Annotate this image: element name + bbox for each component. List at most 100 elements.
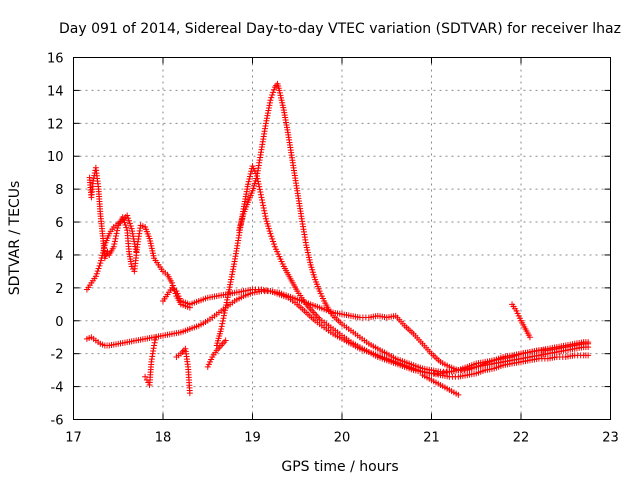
data-point: [151, 342, 158, 349]
data-point: [92, 273, 99, 280]
series-track-9: [142, 334, 159, 388]
data-point: [270, 86, 277, 93]
data-point: [222, 337, 229, 344]
data-point: [270, 89, 277, 96]
data-point: [261, 207, 268, 214]
data-point: [114, 227, 121, 234]
data-point: [220, 312, 227, 319]
y-axis-label: SDTVAR / TECUs: [7, 181, 23, 296]
x-tick-label: 21: [423, 431, 440, 446]
data-point: [104, 248, 111, 255]
y-tick-label: 12: [47, 117, 64, 132]
data-point: [100, 247, 107, 254]
data-point: [99, 252, 106, 259]
data-point: [152, 336, 159, 343]
data-point: [142, 373, 149, 380]
data-point: [585, 339, 592, 346]
data-point: [99, 249, 106, 256]
data-point: [267, 230, 274, 237]
data-point: [262, 213, 269, 220]
data-point: [255, 180, 262, 187]
data-point: [218, 326, 225, 332]
data-point: [261, 210, 268, 217]
x-tick-label: 18: [155, 431, 172, 446]
y-tick-label: 16: [47, 52, 64, 67]
y-tick-label: 2: [55, 282, 63, 297]
y-tick-label: 14: [47, 84, 64, 99]
data-point: [267, 97, 274, 104]
data-point: [220, 315, 227, 322]
data-point: [94, 268, 101, 275]
data-point: [93, 270, 100, 277]
data-point: [221, 309, 228, 316]
axis-ticks: 17 18 19 20 21 22 23 -6 -4 -2 0 2 4 6 8 10 12 14 16: [47, 52, 619, 446]
data-point: [260, 205, 267, 212]
data-point: [259, 197, 266, 204]
data-point: [256, 183, 263, 190]
series-track-7: [419, 372, 462, 398]
data-point: [122, 222, 129, 229]
series-track-6: [236, 80, 592, 375]
grid: [73, 57, 611, 420]
data-point: [186, 390, 193, 397]
x-tick-label: 17: [65, 431, 82, 446]
data-point: [127, 222, 134, 229]
data-point: [260, 202, 267, 209]
data-point: [133, 248, 140, 255]
data-point: [259, 199, 266, 206]
x-tick-label: 23: [602, 431, 619, 446]
data-point: [124, 212, 131, 219]
data-point: [270, 238, 277, 245]
x-tick-label: 22: [513, 431, 530, 446]
data-series: [83, 80, 592, 398]
series-track-5: [213, 163, 592, 377]
data-point: [268, 94, 275, 101]
data-point: [98, 255, 105, 262]
plot-frame: [73, 57, 611, 420]
data-point: [526, 334, 533, 341]
chart-title: Day 091 of 2014, Sidereal Day-to-day VTE…: [59, 21, 621, 37]
data-point: [245, 178, 252, 185]
data-point: [125, 217, 132, 224]
data-point: [152, 334, 159, 341]
y-tick-label: 0: [55, 315, 63, 330]
data-point: [257, 189, 264, 196]
data-point: [112, 235, 119, 242]
y-tick-label: 4: [55, 249, 63, 264]
data-point: [113, 230, 120, 237]
y-tick-label: -4: [51, 381, 64, 396]
data-point: [111, 238, 118, 245]
data-point: [245, 181, 252, 188]
y-tick-label: -2: [51, 348, 64, 363]
data-point: [123, 224, 130, 231]
data-point: [97, 260, 104, 267]
y-tick-label: 8: [55, 183, 63, 198]
data-point: [269, 92, 276, 99]
series-track-10: [173, 345, 193, 397]
data-point: [270, 241, 277, 248]
series-track-11: [204, 337, 229, 370]
x-tick-label: 19: [244, 431, 261, 446]
data-point: [247, 170, 254, 177]
data-point: [269, 235, 276, 242]
data-point: [125, 215, 132, 222]
data-point: [110, 243, 117, 250]
data-point: [258, 194, 265, 201]
data-point: [151, 339, 158, 346]
data-point: [96, 262, 103, 269]
data-point: [97, 257, 104, 264]
data-point: [113, 233, 120, 240]
data-point: [95, 265, 102, 272]
x-axis-label: GPS time / hours: [281, 459, 398, 475]
data-point: [218, 323, 225, 330]
data-point: [111, 241, 118, 248]
y-tick-label: -6: [51, 414, 64, 429]
y-tick-label: 10: [47, 150, 64, 165]
data-point: [101, 244, 108, 251]
x-tick-label: 20: [334, 431, 351, 446]
data-point: [455, 391, 462, 398]
data-point: [222, 307, 229, 314]
data-point: [268, 233, 275, 240]
